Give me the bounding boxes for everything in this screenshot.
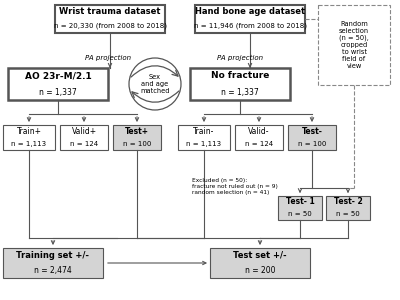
Text: n = 1,113: n = 1,113 xyxy=(12,141,46,147)
Text: n = 2,474: n = 2,474 xyxy=(34,266,72,275)
Text: n = 50: n = 50 xyxy=(288,211,312,217)
Text: n = 100: n = 100 xyxy=(298,141,326,147)
Text: Train-: Train- xyxy=(193,127,215,136)
Text: Valid+: Valid+ xyxy=(72,127,96,136)
Bar xyxy=(190,68,290,100)
Text: Valid-: Valid- xyxy=(248,127,270,136)
Text: Train+: Train+ xyxy=(16,127,42,136)
Text: Test- 2: Test- 2 xyxy=(334,197,362,206)
Text: PA projection: PA projection xyxy=(217,55,263,61)
Text: Random
selection
(n = 50),
cropped
to wrist
field of
view: Random selection (n = 50), cropped to wr… xyxy=(339,21,369,69)
Bar xyxy=(60,125,108,150)
Text: Sex
and age
matched: Sex and age matched xyxy=(140,74,170,94)
Text: PA projection: PA projection xyxy=(85,55,131,61)
Text: Test- 1: Test- 1 xyxy=(286,197,314,206)
Bar xyxy=(278,196,322,220)
Text: n = 1,337: n = 1,337 xyxy=(221,88,259,97)
Text: AO 23r-M/2.1: AO 23r-M/2.1 xyxy=(25,71,91,80)
Text: n = 11,946 (from 2008 to 2018): n = 11,946 (from 2008 to 2018) xyxy=(194,23,306,29)
Text: n = 200: n = 200 xyxy=(245,266,275,275)
Text: n = 50: n = 50 xyxy=(336,211,360,217)
Bar xyxy=(235,125,283,150)
Bar xyxy=(113,125,161,150)
Text: n = 1,337: n = 1,337 xyxy=(39,88,77,97)
Text: Training set +/-: Training set +/- xyxy=(16,251,90,260)
Text: No fracture: No fracture xyxy=(211,71,269,80)
Text: n = 1,113: n = 1,113 xyxy=(186,141,222,147)
Text: Excluded (n = 50):
fracture not ruled out (n = 9)
random selection (n = 41): Excluded (n = 50): fracture not ruled ou… xyxy=(192,178,278,195)
Text: n = 124: n = 124 xyxy=(245,141,273,147)
Text: Hand bone age dataset: Hand bone age dataset xyxy=(195,8,305,16)
Bar xyxy=(195,5,305,33)
Bar xyxy=(210,248,310,278)
Text: n = 100: n = 100 xyxy=(123,141,151,147)
Bar xyxy=(3,125,55,150)
Text: Wrist trauma dataset: Wrist trauma dataset xyxy=(59,8,161,16)
Bar xyxy=(8,68,108,100)
Text: Test+: Test+ xyxy=(125,127,149,136)
Text: Test set +/-: Test set +/- xyxy=(233,251,287,260)
Text: Test-: Test- xyxy=(302,127,322,136)
Text: n = 124: n = 124 xyxy=(70,141,98,147)
Bar xyxy=(3,248,103,278)
Bar xyxy=(288,125,336,150)
Bar xyxy=(326,196,370,220)
Text: n = 20,330 (from 2008 to 2018): n = 20,330 (from 2008 to 2018) xyxy=(54,23,166,29)
Bar xyxy=(318,5,390,85)
Bar xyxy=(178,125,230,150)
Bar xyxy=(55,5,165,33)
